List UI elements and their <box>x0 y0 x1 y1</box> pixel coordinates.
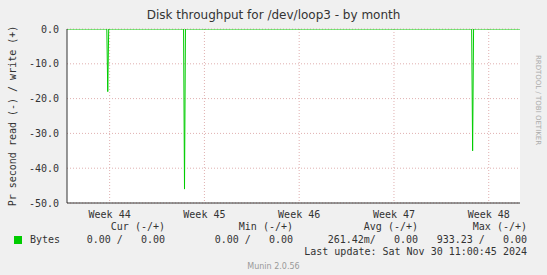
html-text:Cur (-/+): Cur (-/+) <box>110 221 165 232</box>
html-text:RRDTOOL / TOBI OETIKER: RRDTOOL / TOBI OETIKER <box>534 54 542 146</box>
svg-text:Week 47: Week 47 <box>373 209 415 220</box>
html-text:Min (-/+): Min (-/+) <box>238 221 293 232</box>
html-text:Pr second read (-) / write (+): Pr second read (-) / write (+) <box>6 25 18 207</box>
html-text:0.00 / 0.00: 0.00 / 0.00 <box>214 234 293 245</box>
svg-text:Week 48: Week 48 <box>468 209 510 220</box>
html-text:261.42m/ 0.00: 261.42m/ 0.00 <box>327 234 418 245</box>
svg-text:-30.0: -30.0 <box>29 128 59 139</box>
html-text:933.23 / 0.00: 933.23 / 0.00 <box>436 234 527 245</box>
svg-text:-40.0: -40.0 <box>29 163 59 174</box>
html-text:Last update: Sat Nov 30 11:00:: Last update: Sat Nov 30 11:00:45 2024 <box>304 246 527 257</box>
svg-text:-50.0: -50.0 <box>29 198 59 209</box>
svg-text:-20.0: -20.0 <box>29 93 59 104</box>
svg-text:-10.0: -10.0 <box>29 58 59 69</box>
svg-text:Week 45: Week 45 <box>183 209 225 220</box>
html-text:Disk throughput for /dev/loop3: Disk throughput for /dev/loop3 - by mont… <box>146 8 401 22</box>
html-text:Bytes: Bytes <box>30 234 61 245</box>
html-text:0.00 / 0.00: 0.00 / 0.00 <box>86 234 165 245</box>
svg-text:Week 46: Week 46 <box>278 209 320 220</box>
html-text:Munin 2.0.56: Munin 2.0.56 <box>247 262 300 271</box>
html-text:Avg (-/+): Avg (-/+) <box>363 221 418 232</box>
html-text:Max (-/+): Max (-/+) <box>472 221 527 232</box>
svg-text:0.0: 0.0 <box>41 24 59 35</box>
svg-text:Week 44: Week 44 <box>89 209 131 220</box>
